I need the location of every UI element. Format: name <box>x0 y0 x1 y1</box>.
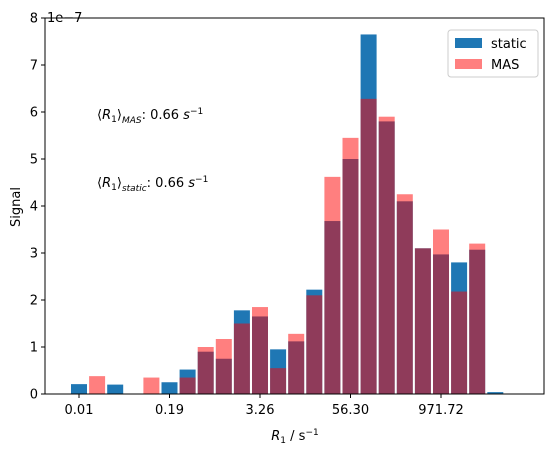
bar-static-0 <box>71 384 87 394</box>
annotation-r1-mas-one: 1 <box>111 115 117 125</box>
bar-mas-10 <box>252 307 268 394</box>
y-axis-label: Signal <box>9 187 24 227</box>
legend-swatch-mas <box>455 59 482 69</box>
bar-mas-19 <box>414 248 431 394</box>
annotation-r1-static-subscript: static <box>122 184 147 194</box>
plot-frame <box>44 17 545 395</box>
bar-mas-18 <box>396 194 413 394</box>
bar-mas-4 <box>143 377 160 394</box>
legend-label-static: static <box>491 37 527 52</box>
bar-mas-11 <box>270 368 287 394</box>
annotation-r1-mas-subscript: MAS <box>122 116 142 126</box>
x-tick-label-3: 56.30 <box>332 403 369 418</box>
bar-static-23 <box>487 392 504 394</box>
y-tick-label-5: 5 <box>30 153 38 168</box>
bar-mas-20 <box>433 229 449 394</box>
x-tick-label-0: 0.01 <box>65 403 94 418</box>
annotation-r1-static: ⟨R1⟩static: 0.66 s−1 <box>97 175 208 194</box>
annotation-r1-mas-symbol: R <box>102 108 111 123</box>
x-axis-label-symbol: R <box>271 429 280 444</box>
bar-static-2 <box>107 384 124 394</box>
annotation-r1-static-close: ⟩ <box>117 176 122 191</box>
x-axis-label-unit: / s <box>286 429 306 444</box>
legend-swatch-static <box>455 38 482 48</box>
annotation-r1-static-unit-superscript: −1 <box>195 175 208 185</box>
y-tick-label-2: 2 <box>30 294 38 309</box>
bar-static-5 <box>161 382 178 394</box>
bar-mas-17 <box>378 116 395 394</box>
bar-mas-6 <box>179 377 196 394</box>
bar-mas-9 <box>233 323 250 394</box>
y-tick-label-8: 8 <box>30 12 38 27</box>
y-tick-label-7: 7 <box>30 59 38 74</box>
x-tick-label-1: 0.19 <box>155 403 184 418</box>
bar-mas-12 <box>288 333 305 394</box>
x-axis-label-subscript: 1 <box>280 436 286 446</box>
annotation-r1-static-unit: s <box>188 176 195 191</box>
y-tick-label-1: 1 <box>30 341 38 356</box>
bar-mas-1 <box>89 376 106 394</box>
x-tick-label-2: 3.26 <box>246 403 275 418</box>
bar-mas-14 <box>324 176 341 394</box>
bar-mas-22 <box>469 243 486 394</box>
annotation-r1-static-open: ⟨ <box>97 176 102 191</box>
y-tick-label-0: 0 <box>30 388 38 403</box>
bar-mas-13 <box>306 295 323 394</box>
annotation-r1-static-value: : 0.66 <box>147 176 189 191</box>
legend: static MAS <box>447 29 539 78</box>
annotation-r1-static-one: 1 <box>111 183 117 193</box>
legend-label-mas: MAS <box>491 58 519 73</box>
x-tick-label-4: 971.72 <box>418 403 464 418</box>
bar-mas-8 <box>215 339 232 394</box>
annotation-r1-mas-value: : 0.66 <box>142 108 184 123</box>
x-axis-label-unit-superscript: −1 <box>305 428 318 438</box>
x-axis-label: R1 / s−1 <box>271 428 318 446</box>
y-scale-label: 1e−7 <box>47 11 82 26</box>
annotation-r1-mas-open: ⟨ <box>97 108 102 123</box>
bar-mas-15 <box>342 137 359 394</box>
annotation-r1-static-symbol: R <box>102 176 111 191</box>
annotation-r1-mas-unit-superscript: −1 <box>190 107 203 117</box>
annotation-r1-mas-close: ⟩ <box>117 108 122 123</box>
bar-mas-16 <box>360 98 377 394</box>
bar-mas-7 <box>197 347 214 394</box>
y-tick-label-3: 3 <box>30 247 38 262</box>
y-tick-label-6: 6 <box>30 106 38 121</box>
bar-mas-21 <box>451 291 468 394</box>
annotation-r1-mas: ⟨R1⟩MAS: 0.66 s−1 <box>97 107 203 126</box>
annotation-r1-mas-unit: s <box>183 108 190 123</box>
ticks-group: 0 1 2 3 4 5 6 7 8 0.01 0.19 3.26 56.30 971.72 <box>30 12 464 419</box>
y-tick-label-4: 4 <box>30 200 38 215</box>
bars-group <box>71 34 504 395</box>
